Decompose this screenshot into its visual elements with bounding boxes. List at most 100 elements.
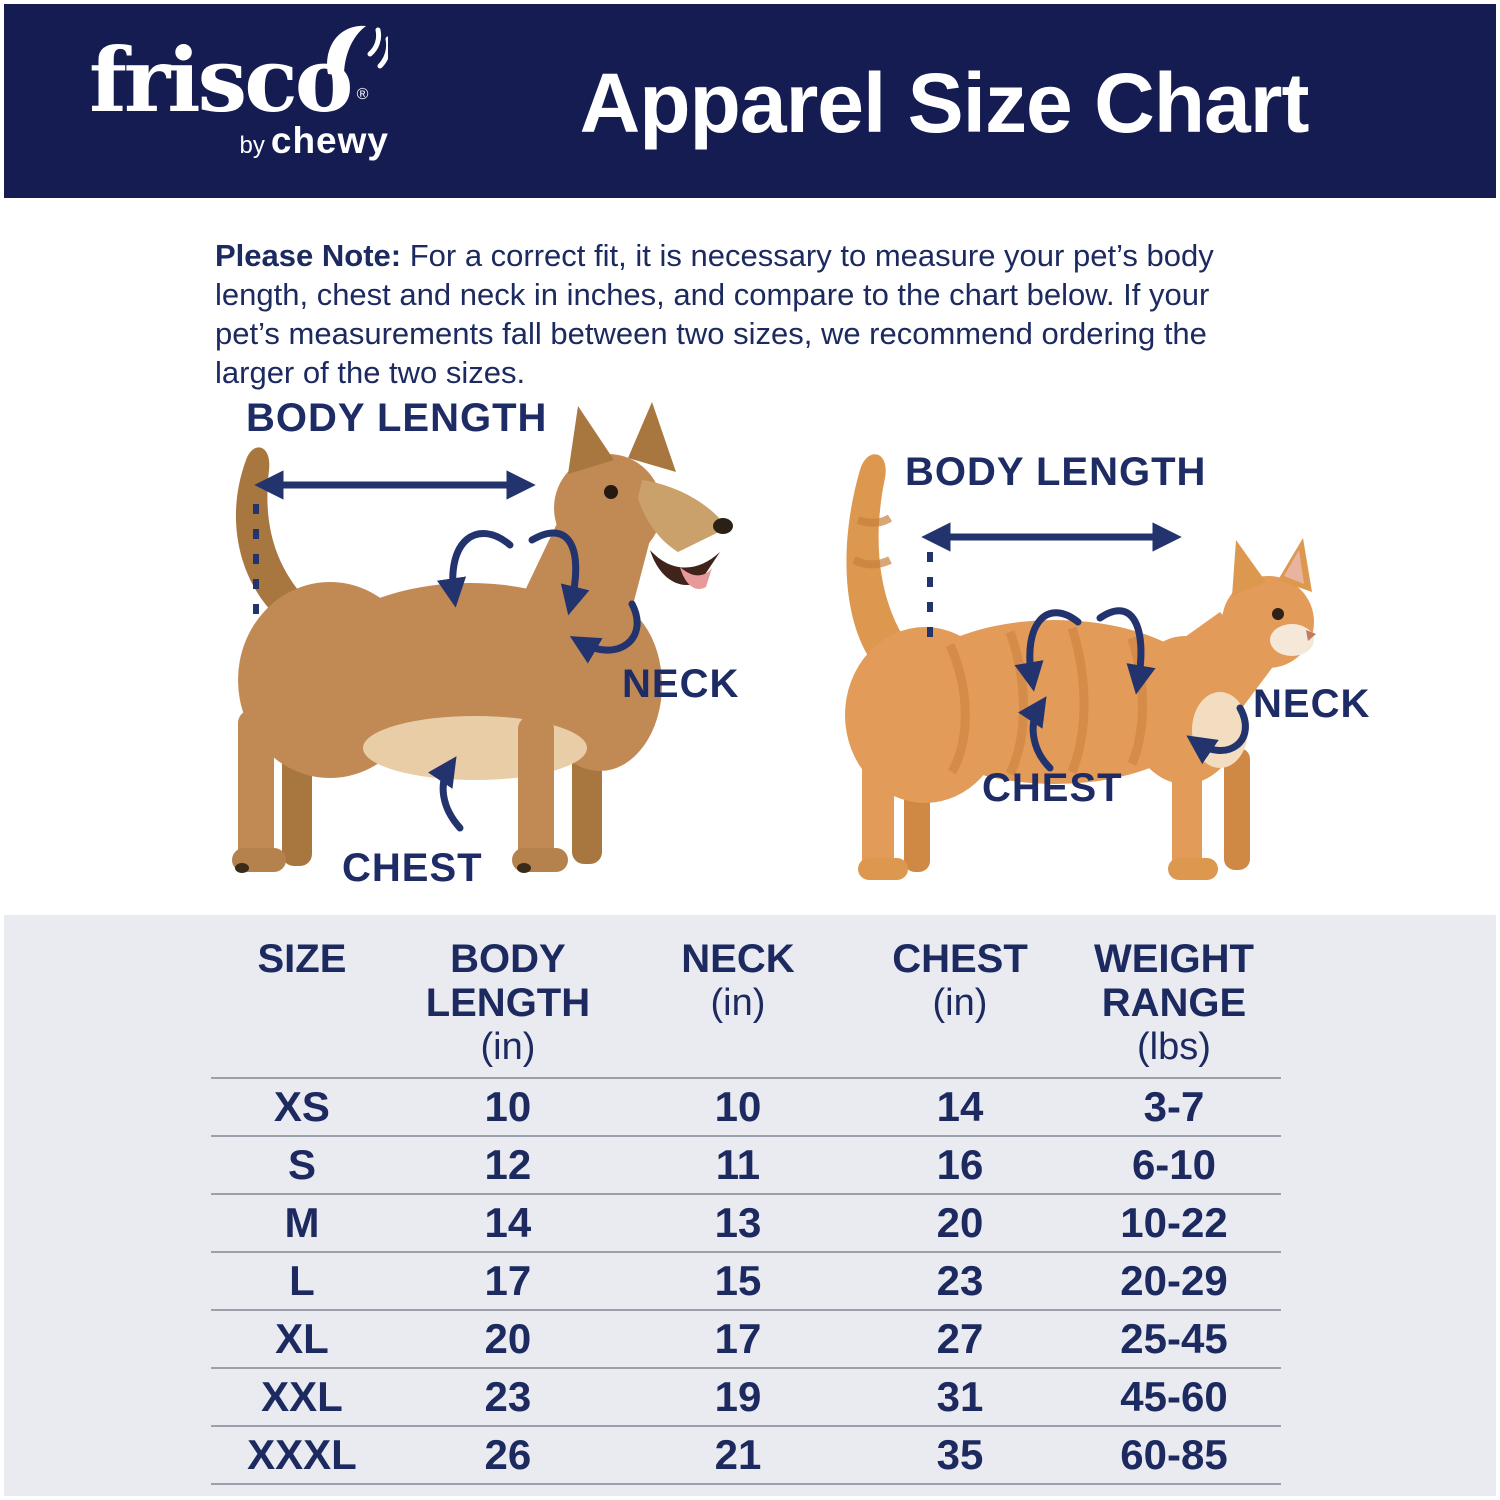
dog-figure <box>232 402 733 873</box>
page-title: Apparel Size Chart <box>579 56 1310 150</box>
cell-neck: 10 <box>714 1083 762 1130</box>
cell-weight: 3-7 <box>1143 1083 1205 1130</box>
column-header-size: SIZE <box>257 937 347 981</box>
frisco-logo: frisco ® by chewy <box>89 25 389 162</box>
table-row-xxxl: XXXL 26 21 35 60-85 <box>211 1425 1281 1483</box>
cell-neck: 17 <box>714 1315 762 1362</box>
size-table: SIZE BODY LENGTH (in) NECK (in) CHEST (i… <box>211 915 1281 1485</box>
cell-neck: 21 <box>714 1431 762 1478</box>
cell-size: XS <box>273 1083 330 1130</box>
cell-size: M <box>284 1199 320 1246</box>
cat-measurement-illustration <box>845 454 1316 880</box>
cell-body-length: 17 <box>484 1257 532 1304</box>
note-paragraph: Please Note: For a correct fit, it is ne… <box>215 236 1335 392</box>
cat-girth-arrow-right <box>1096 607 1156 695</box>
cell-chest: 20 <box>936 1199 984 1246</box>
dog-front-leg-near <box>518 716 554 870</box>
cat-ear-inner <box>1284 550 1304 584</box>
dog-tongue <box>680 567 712 590</box>
size-table-section: SIZE BODY LENGTH (in) NECK (in) CHEST (i… <box>4 915 1496 1496</box>
cell-body-length: 10 <box>484 1083 532 1130</box>
cat-front-leg-near <box>1172 750 1202 878</box>
dog-measurement-illustration <box>232 402 733 873</box>
cell-size: XL <box>275 1315 329 1362</box>
cat-neck-label: NECK <box>1253 682 1371 726</box>
column-header-weight-range: WEIGHT RANGE (lbs) <box>1093 937 1254 1068</box>
dog-chest-label: CHEST <box>342 846 483 890</box>
cell-body-length: 12 <box>484 1141 532 1188</box>
cell-body-length: 14 <box>484 1199 532 1246</box>
table-row-xxl: XXL 23 19 31 45-60 <box>211 1367 1281 1425</box>
cat-tail <box>846 454 914 670</box>
cat-muzzle <box>1270 624 1314 656</box>
cell-size: L <box>289 1257 315 1304</box>
cell-neck: 11 <box>715 1141 761 1188</box>
cat-nose <box>1306 630 1316 641</box>
frisco-wordmark: frisco <box>89 28 353 132</box>
dog-girth-arrow-left <box>436 530 514 608</box>
cell-chest: 14 <box>936 1083 984 1130</box>
cat-body-length-label: BODY LENGTH <box>905 450 1207 494</box>
table-row-xs: XS 10 10 14 3-7 <box>211 1077 1281 1135</box>
dog-mouth <box>650 550 720 586</box>
table-row-xl: XL 20 17 27 25-45 <box>211 1309 1281 1367</box>
note-line-4: larger of the two sizes. <box>215 355 526 390</box>
dog-chest-arrow <box>427 756 464 832</box>
cell-neck: 15 <box>714 1257 762 1304</box>
dog-nose <box>713 518 733 534</box>
cell-chest: 27 <box>936 1315 984 1362</box>
byline-by: by <box>239 132 265 159</box>
header-bar: frisco ® by chewy Apparel Size Chart <box>4 4 1496 198</box>
registered-trademark: ® <box>356 86 369 103</box>
cell-weight: 60-85 <box>1120 1431 1228 1478</box>
note-line-1-text: For a correct fit, it is necessary to me… <box>409 238 1214 273</box>
dog-muzzle <box>638 480 727 552</box>
cell-neck: 13 <box>714 1199 762 1246</box>
cat-figure <box>845 454 1316 880</box>
dog-ear-left <box>568 406 614 474</box>
column-header-body-length: BODY LENGTH (in) <box>425 937 591 1068</box>
cat-chest-arrow <box>1017 696 1054 772</box>
cat-tail-stripe <box>852 556 892 569</box>
cell-weight: 45-60 <box>1120 1373 1228 1420</box>
cat-rear-paw <box>858 858 908 880</box>
cell-size: S <box>287 1141 316 1188</box>
cat-rear-leg-near <box>862 746 894 876</box>
cell-size: XXXL <box>247 1431 357 1478</box>
cell-body-length: 20 <box>484 1315 532 1362</box>
cat-chest-patch <box>1192 692 1248 768</box>
chewy-wordmark: chewy <box>270 120 389 161</box>
dog-nail <box>235 863 249 873</box>
note-line-1: Please Note: For a correct fit, it is ne… <box>215 236 1335 275</box>
cat-tail-stripe <box>856 514 893 527</box>
dog-neck-arrow <box>569 600 641 664</box>
by-chewy-wordmark: by chewy <box>89 120 389 162</box>
cat-girth-arrow-left <box>1014 609 1082 692</box>
cell-chest: 23 <box>936 1257 984 1304</box>
cell-body-length: 26 <box>484 1431 532 1478</box>
table-header-row: SIZE BODY LENGTH (in) NECK (in) CHEST (i… <box>211 915 1281 1077</box>
cat-eye <box>1272 608 1284 620</box>
dog-annotations <box>253 470 641 832</box>
cell-weight: 6-10 <box>1131 1141 1217 1188</box>
cell-weight: 20-29 <box>1120 1257 1228 1304</box>
dog-eye <box>604 485 618 499</box>
cat-body-stripe <box>945 643 970 775</box>
cell-weight: 10-22 <box>1120 1199 1228 1246</box>
dog-nail <box>517 863 531 873</box>
dog-body-length-label: BODY LENGTH <box>246 396 548 440</box>
dog-ear-right <box>628 402 676 472</box>
cell-size: XXL <box>261 1373 343 1420</box>
dog-girth-arrow-right <box>528 529 590 616</box>
column-header-neck: NECK (in) <box>681 937 795 1024</box>
cell-chest: 31 <box>936 1373 984 1420</box>
table-row-s: S 12 11 16 6-10 <box>211 1135 1281 1193</box>
frisco-o-tail-swoosh-icon <box>327 25 389 76</box>
cell-chest: 16 <box>936 1141 984 1188</box>
table-row-l: L 17 15 23 20-29 <box>211 1251 1281 1309</box>
cat-neck-arrow <box>1186 704 1249 765</box>
note-line-2: length, chest and neck in inches, and co… <box>215 277 1210 312</box>
cell-neck: 19 <box>714 1373 762 1420</box>
dog-head <box>554 454 662 562</box>
